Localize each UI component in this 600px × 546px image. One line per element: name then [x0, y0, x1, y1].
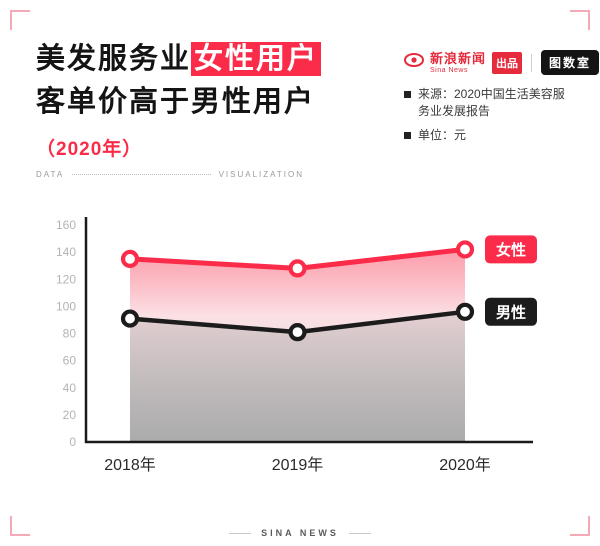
section-divider: DATA VISUALIZATION	[36, 170, 304, 179]
sina-name-label: 新浪新闻	[430, 50, 487, 66]
x-tick-label: 2018年	[104, 456, 156, 474]
male-point	[455, 302, 475, 321]
unit-row: 单位：元	[404, 127, 570, 144]
line-chart: 0 20 40 60 80 100 120 140 160 2018年 2019年 2020年 女性男性	[28, 192, 588, 497]
male-point	[120, 309, 140, 328]
y-tick-label: 0	[69, 435, 76, 449]
sina-news-wordmark: 新浪新闻 Sina News	[430, 52, 486, 74]
title-year: （2020年）	[36, 139, 143, 160]
y-tick-label: 40	[63, 381, 77, 395]
crop-mark-top-left	[10, 10, 30, 30]
footer-line-right	[348, 532, 371, 534]
male-area-fill	[130, 311, 465, 442]
unit-text: 单位：元	[418, 128, 467, 142]
female-point	[120, 249, 140, 269]
page-title: 美发服务业 女性用户 客单价高于男性用户	[36, 38, 322, 124]
footer-text: SINA NEWS	[261, 528, 339, 538]
title-line2: 客单价高于男性用户	[36, 86, 316, 118]
divider-label-data: DATA	[36, 170, 65, 179]
y-tick-label: 60	[63, 354, 77, 368]
female-point	[455, 240, 475, 259]
source-row: 来源：2020中国生活美容服务业发展报告	[404, 86, 570, 120]
male-legend-badge	[485, 297, 537, 326]
female-point	[288, 259, 307, 278]
male-point	[288, 323, 307, 342]
footer-line-left	[229, 532, 252, 534]
female-legend-label: 女性	[496, 241, 526, 259]
chart-axes	[84, 217, 533, 444]
y-tick-label: 80	[63, 327, 77, 341]
divider-label-visualization: VISUALIZATION	[218, 170, 304, 179]
brand-separator	[531, 53, 533, 72]
y-tick-label: 140	[56, 245, 76, 259]
footer: SINA NEWS	[0, 528, 600, 538]
y-tick-label: 20	[63, 408, 77, 422]
crop-mark-bottom-right	[570, 516, 590, 536]
sina-sub-label: Sina News	[430, 66, 468, 74]
y-tick-label: 100	[56, 299, 76, 313]
y-tick-label: 160	[56, 218, 76, 232]
title-line1: 美发服务业 女性用户	[36, 38, 322, 81]
y-tick-label: 120	[56, 272, 76, 286]
brand-bar: 新浪新闻 Sina News 出品 图数室	[404, 50, 600, 75]
male-legend-label: 男性	[496, 303, 526, 321]
meta-block: 来源：2020中国生活美容服务业发展报告 单位：元	[404, 86, 570, 151]
title-highlight: 女性用户	[191, 42, 322, 76]
produce-badge: 出品	[492, 51, 523, 74]
bullet-square-icon	[404, 132, 411, 139]
title-line1-text: 美发服务业	[36, 43, 192, 75]
source-text: 来源：2020中国生活美容服务业发展报告	[418, 87, 565, 118]
female-legend-badge	[485, 235, 537, 264]
data-lab-badge: 图数室	[541, 50, 600, 75]
divider-dotted-line	[72, 174, 211, 175]
sina-eye-logo-icon	[404, 50, 424, 75]
crop-mark-top-right	[570, 10, 590, 30]
bullet-square-icon	[404, 91, 411, 98]
x-tick-label: 2020年	[439, 456, 491, 474]
x-tick-label: 2019年	[272, 456, 324, 474]
crop-mark-bottom-left	[10, 516, 30, 536]
